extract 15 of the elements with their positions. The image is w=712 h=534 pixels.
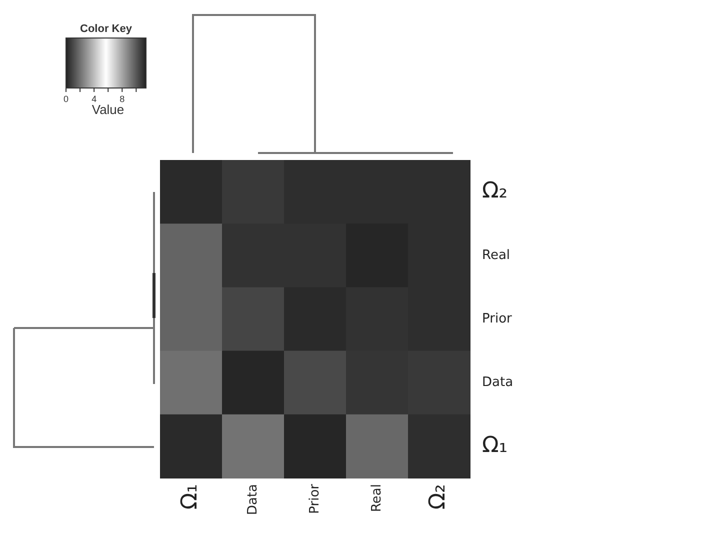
y-tick-label: Ω₂ bbox=[482, 178, 508, 204]
x-tick-label: Data bbox=[245, 484, 260, 516]
x-tick-label: Real bbox=[369, 484, 384, 512]
y-tick-label: Real bbox=[482, 248, 510, 263]
y-tick-label: Prior bbox=[482, 311, 513, 326]
x-tick-label: Ω₂ bbox=[426, 484, 451, 510]
color-bar-label: 8 bbox=[120, 94, 125, 104]
y-tick-label: Data bbox=[482, 374, 514, 390]
color-bar-label: 0 bbox=[63, 94, 69, 104]
x-tick-label: Ω₁ bbox=[178, 484, 203, 510]
legend-title: Color Key bbox=[80, 23, 133, 35]
x-tick-label: Prior bbox=[307, 483, 322, 514]
color-bar-label: 4 bbox=[92, 94, 97, 104]
y-tick-label: Ω₁ bbox=[482, 432, 508, 458]
color-bar-title: Value bbox=[92, 102, 124, 117]
